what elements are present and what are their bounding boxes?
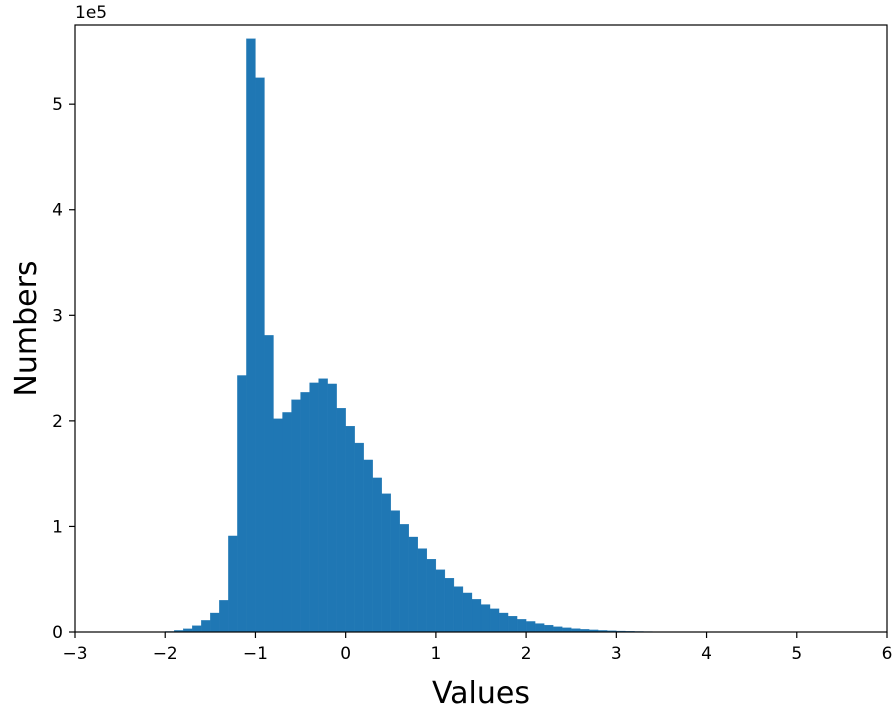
histogram-bar [471,599,482,633]
histogram-bars [165,38,761,633]
histogram-bar [192,625,202,633]
histogram-bar [426,559,437,633]
histogram-bar [390,510,400,633]
histogram-bar [282,412,292,633]
histogram-bar [435,569,446,633]
histogram-bar [372,477,382,633]
histogram-bar [219,600,229,633]
histogram-bar [201,620,211,633]
histogram-bar [444,578,455,633]
y-axis-ticks: 0 1 2 3 4 5 [52,95,75,643]
histogram-bar [480,604,491,633]
y-tick-label: 3 [52,306,63,326]
histogram-bar [237,375,247,633]
histogram-bar [273,418,283,633]
histogram-bar [507,616,518,633]
histogram-bar [462,592,473,633]
histogram-bar [291,399,301,633]
x-tick-label: 2 [521,644,532,664]
histogram-bar [264,335,274,633]
histogram-bar [345,425,355,633]
histogram-bar [327,383,337,633]
plot-frame [74,24,888,633]
histogram-bar [408,536,418,633]
histogram-bar [498,612,509,633]
histogram-bar [544,624,554,633]
histogram-bar [336,408,346,633]
x-tick-label: 4 [701,644,712,664]
y-axis-label: Numbers [9,260,44,396]
histogram-bar [381,493,391,633]
histogram-bar [399,524,409,633]
x-tick-label: 5 [791,644,802,664]
histogram-bar [553,626,563,633]
x-tick-label: 0 [340,644,351,664]
histogram-bar [489,608,500,633]
y-tick-label: 5 [52,95,63,115]
histogram-bar [228,535,238,633]
histogram-bar [417,548,428,633]
y-axis-offset-label: 1e5 [75,3,107,23]
histogram-bar [246,38,256,633]
histogram-bar [300,392,310,633]
histogram-bar [354,442,364,633]
x-tick-label: 6 [882,644,893,664]
histogram-bar [453,586,464,633]
y-tick-label: 2 [52,412,63,432]
x-tick-label: −2 [153,644,178,664]
x-tick-label: −3 [62,644,87,664]
x-axis-label: Values [432,676,530,709]
x-tick-label: 1 [430,644,441,664]
x-tick-label: −1 [243,644,268,664]
histogram-bar [534,623,545,633]
histogram-bar [363,459,373,633]
histogram-bar [562,627,572,633]
histogram-bar [210,612,220,633]
histogram-bar [309,382,319,633]
histogram-bar [516,619,527,633]
y-tick-label: 4 [52,201,63,221]
histogram-bar [255,77,265,633]
y-tick-label: 1 [52,517,63,537]
histogram-bar [525,621,536,633]
x-axis-ticks: −3 −2 −1 0 1 2 3 4 5 6 [62,632,892,664]
y-tick-label: 0 [52,623,63,643]
histogram-bar [318,378,328,633]
x-tick-label: 3 [611,644,622,664]
